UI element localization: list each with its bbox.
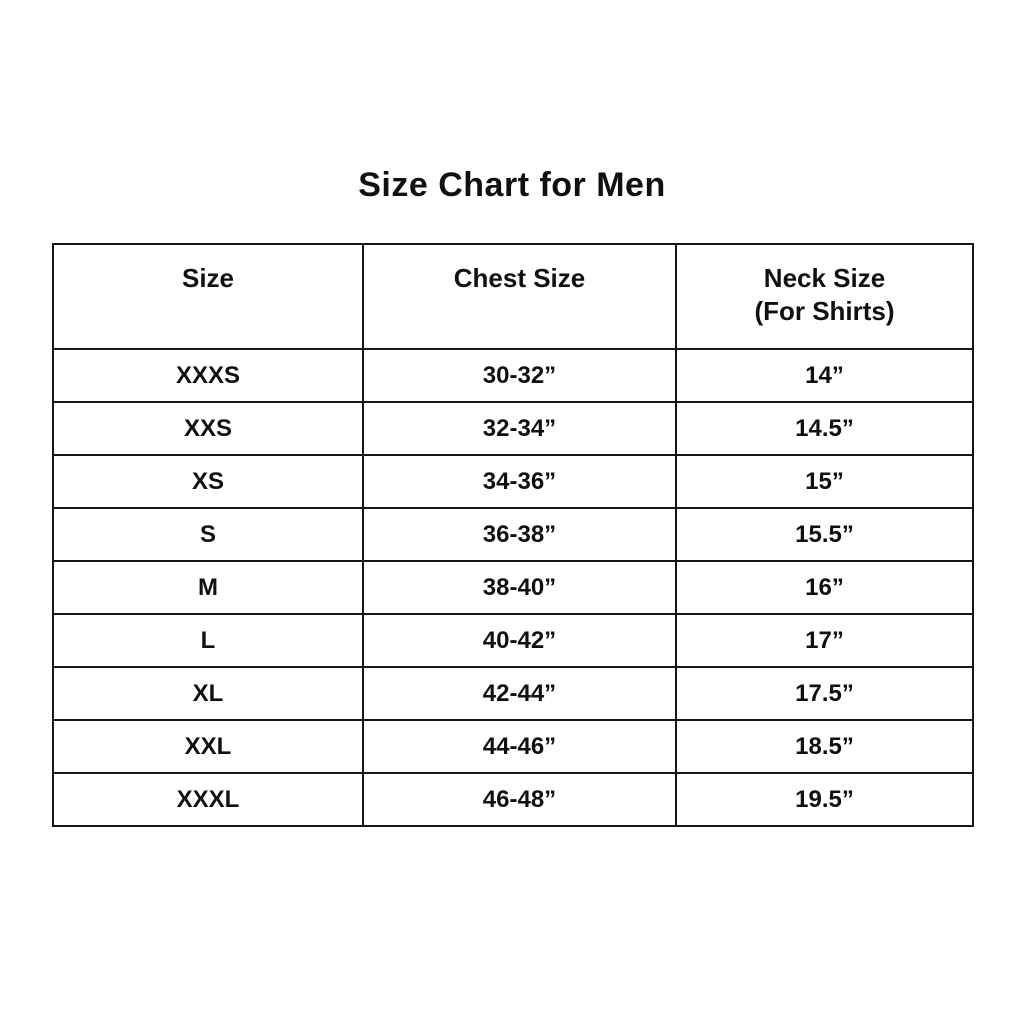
header-size-label: Size — [181, 263, 235, 293]
cell-size: XS — [52, 454, 364, 509]
header-neck-size: Neck Size (For Shirts) — [675, 243, 974, 350]
cell-size: XXXS — [52, 348, 364, 403]
size-chart-table: Size Chest Size Neck Size (For Shirts) X… — [52, 243, 974, 827]
cell-neck: 18.5” — [675, 719, 974, 774]
cell-neck: 16” — [675, 560, 974, 615]
table-row-xs: XS 34-36” 15” — [52, 454, 974, 509]
cell-size: XXS — [52, 401, 364, 456]
cell-neck: 15.5” — [675, 507, 974, 562]
table-row-l: L 40-42” 17” — [52, 613, 974, 668]
table-row-xl: XL 42-44” 17.5” — [52, 666, 974, 721]
table-row-xxl: XXL 44-46” 18.5” — [52, 719, 974, 774]
cell-size: S — [52, 507, 364, 562]
header-chest-size: Chest Size — [362, 243, 677, 350]
cell-neck: 15” — [675, 454, 974, 509]
header-neck-size-label: Neck Size — [763, 263, 886, 293]
table-row-xxxl: XXXL 46-48” 19.5” — [52, 772, 974, 827]
table-row-xxxs: XXXS 30-32” 14” — [52, 348, 974, 403]
cell-chest: 40-42” — [362, 613, 677, 668]
cell-size: L — [52, 613, 364, 668]
cell-size: XXXL — [52, 772, 364, 827]
cell-chest: 42-44” — [362, 666, 677, 721]
table-row-m: M 38-40” 16” — [52, 560, 974, 615]
cell-size: XXL — [52, 719, 364, 774]
table-row-s: S 36-38” 15.5” — [52, 507, 974, 562]
header-chest-size-label: Chest Size — [453, 263, 586, 293]
cell-neck: 14.5” — [675, 401, 974, 456]
table-row-xxs: XXS 32-34” 14.5” — [52, 401, 974, 456]
cell-chest: 34-36” — [362, 454, 677, 509]
cell-chest: 36-38” — [362, 507, 677, 562]
cell-neck: 19.5” — [675, 772, 974, 827]
cell-size: M — [52, 560, 364, 615]
cell-chest: 30-32” — [362, 348, 677, 403]
cell-neck: 14” — [675, 348, 974, 403]
cell-size: XL — [52, 666, 364, 721]
cell-chest: 32-34” — [362, 401, 677, 456]
cell-chest: 38-40” — [362, 560, 677, 615]
cell-neck: 17” — [675, 613, 974, 668]
header-neck-size-sublabel: (For Shirts) — [754, 296, 895, 326]
header-size: Size — [52, 243, 364, 350]
header-row: Size Chest Size Neck Size (For Shirts) — [52, 243, 974, 350]
cell-chest: 46-48” — [362, 772, 677, 827]
cell-neck: 17.5” — [675, 666, 974, 721]
cell-chest: 44-46” — [362, 719, 677, 774]
page-title: Size Chart for Men — [358, 166, 666, 204]
